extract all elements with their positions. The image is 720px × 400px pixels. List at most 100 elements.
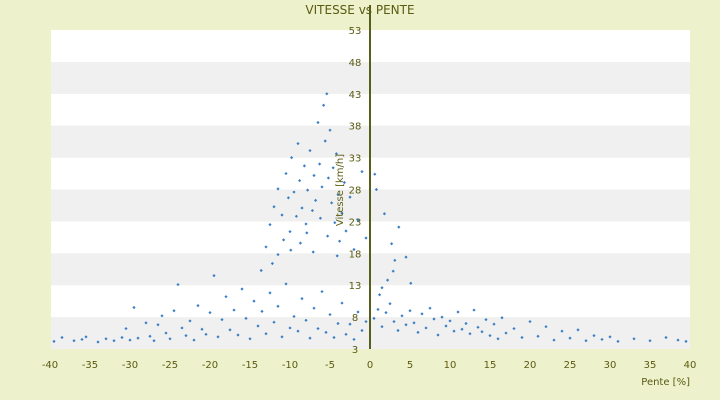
data-point [270, 261, 274, 266]
data-point [148, 334, 152, 338]
data-point [393, 258, 397, 262]
data-point [428, 306, 432, 310]
data-point [386, 278, 390, 282]
y-tick-label: 23 [349, 217, 362, 228]
data-point [328, 128, 332, 132]
data-point [300, 296, 304, 301]
data-point [608, 335, 612, 339]
data-point [164, 331, 168, 335]
data-point [310, 208, 314, 213]
data-point [360, 170, 364, 174]
data-point [380, 286, 384, 290]
data-point [374, 187, 378, 192]
data-point [72, 339, 76, 343]
data-point [80, 337, 84, 342]
data-point [390, 242, 394, 246]
data-point [397, 225, 401, 229]
data-point [248, 337, 252, 341]
data-point [326, 234, 330, 238]
data-point [124, 326, 128, 331]
data-point [320, 289, 324, 294]
data-point [424, 326, 428, 330]
data-point [416, 330, 420, 335]
data-point [104, 337, 108, 341]
data-point [496, 337, 500, 341]
data-point [332, 335, 336, 340]
data-point [340, 211, 344, 215]
data-point [404, 323, 408, 327]
y-tick-label: 3 [352, 345, 358, 356]
data-point [356, 218, 360, 222]
data-point [184, 334, 188, 338]
data-point [276, 252, 280, 257]
x-tick-label: -35 [82, 360, 98, 371]
data-point [112, 339, 116, 343]
data-point [260, 309, 264, 313]
data-point [284, 171, 288, 176]
data-point [188, 319, 192, 323]
data-point [400, 314, 404, 318]
data-point [544, 325, 548, 329]
data-point [272, 320, 276, 324]
data-point [348, 195, 352, 199]
data-point [128, 338, 132, 342]
data-point [448, 319, 452, 323]
data-point [576, 328, 580, 332]
data-point [684, 339, 688, 343]
data-point [616, 339, 620, 343]
x-tick-label: 10 [444, 360, 457, 371]
data-point [325, 92, 329, 96]
data-point [289, 248, 293, 252]
y-tick-label: 53 [349, 26, 362, 37]
data-point [335, 254, 339, 258]
data-point [318, 162, 322, 166]
data-point [333, 221, 337, 225]
data-point [382, 212, 386, 216]
data-point [356, 310, 360, 314]
y-tick-label: 38 [349, 122, 362, 133]
data-point [96, 340, 100, 344]
data-point [456, 310, 460, 314]
y-tick-label: 13 [349, 281, 362, 292]
y-tick-label: 18 [349, 249, 362, 260]
data-point [364, 236, 368, 240]
chart-title: VITESSE vs PENTE [305, 3, 414, 17]
data-point [236, 333, 240, 337]
data-point [290, 156, 294, 160]
data-point [328, 312, 332, 317]
data-point [322, 103, 326, 107]
data-point [296, 329, 300, 333]
x-tick-label: -20 [202, 360, 218, 371]
data-point [196, 304, 200, 308]
data-point [464, 321, 468, 326]
data-point [280, 335, 284, 339]
data-point [323, 139, 327, 143]
data-point [560, 329, 564, 333]
data-point [314, 198, 318, 202]
y-tick-label: 43 [349, 90, 362, 101]
data-point [352, 247, 356, 252]
x-tick-label: 15 [484, 360, 497, 371]
data-point [282, 238, 286, 242]
data-point [412, 321, 416, 325]
data-point [408, 309, 412, 313]
data-point [364, 319, 368, 324]
data-point [294, 214, 298, 218]
data-point [468, 332, 472, 336]
data-point [342, 180, 346, 185]
data-point [232, 308, 236, 312]
data-point [268, 222, 272, 227]
data-point [373, 172, 377, 176]
data-point [298, 178, 302, 183]
x-tick-label: -15 [242, 360, 258, 371]
x-tick-label: 30 [604, 360, 617, 371]
data-point [440, 315, 444, 319]
x-tick-label: 0 [367, 360, 373, 371]
data-point [288, 230, 292, 234]
data-point [156, 323, 160, 327]
data-point [284, 282, 288, 286]
data-point [664, 335, 668, 340]
data-point [444, 324, 448, 328]
